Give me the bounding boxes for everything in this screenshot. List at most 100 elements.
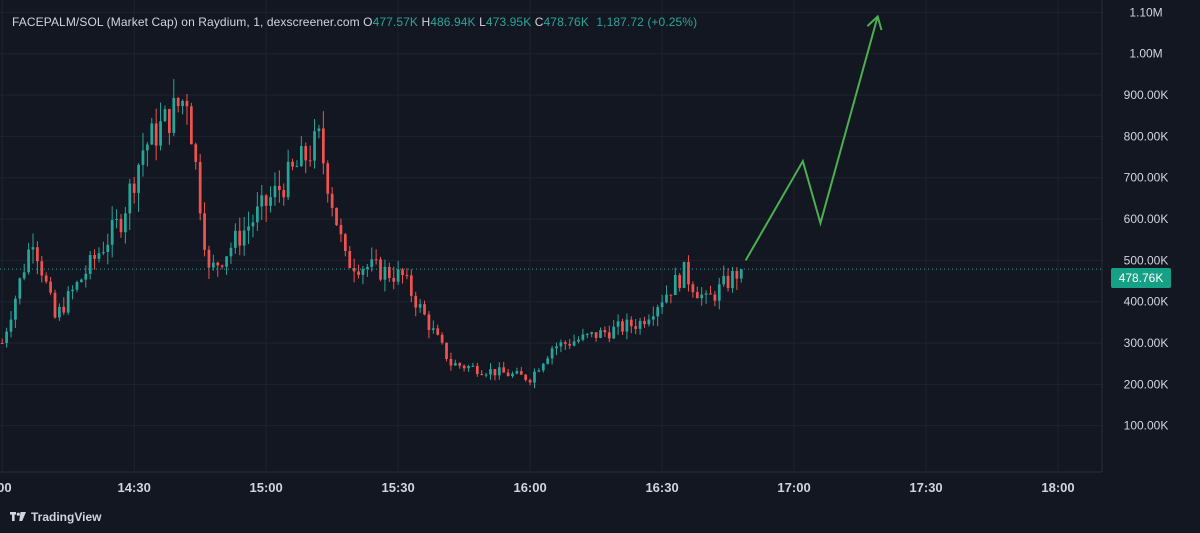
projection-line (744, 16, 879, 261)
candle-body (62, 306, 66, 313)
candle-body (493, 369, 497, 376)
candle-body (682, 261, 686, 288)
candle-body (102, 252, 105, 254)
candle-body (361, 268, 365, 275)
candle-body (159, 121, 162, 146)
candle-body (497, 367, 501, 376)
candle-body (233, 230, 237, 248)
candle-body (440, 334, 444, 343)
x-tick-label: 16:00 (513, 480, 546, 495)
axes: 100.00K 200.00K 300.00K 400.00K 500.00K 600.0… (0, 0, 1168, 495)
x-tick-label: 14:30 (118, 480, 151, 495)
candle-body (18, 278, 22, 299)
candle-body (502, 367, 506, 373)
candle-body (665, 294, 668, 303)
candle-body (44, 275, 48, 282)
candle-body (458, 363, 462, 366)
candle-body (660, 302, 664, 308)
candle-body (291, 161, 294, 167)
candle-body (471, 365, 475, 367)
projection-arrowhead (866, 14, 883, 31)
candle-body (603, 330, 607, 333)
candle-body (449, 358, 453, 366)
candles (0, 79, 743, 389)
candle-body (40, 261, 44, 276)
candle-body (106, 244, 110, 253)
candle-body (489, 369, 492, 375)
candle-body (643, 320, 646, 325)
overlays (0, 14, 1102, 270)
candle-body (185, 100, 189, 107)
candle-body (678, 275, 682, 288)
candle-body (352, 268, 356, 272)
candle-body (313, 131, 316, 161)
candle-body (691, 284, 695, 293)
candle-body (629, 319, 633, 327)
candle-body (673, 275, 677, 295)
candle-body (546, 358, 550, 364)
candle-body (176, 97, 180, 107)
candle-body (255, 206, 259, 223)
candle-body (277, 185, 281, 191)
candle-body (436, 328, 440, 335)
candle-body (128, 183, 132, 214)
y-tick-label: 900.00K (1124, 88, 1169, 102)
candle-body (58, 306, 61, 318)
candle-body (27, 249, 30, 273)
open-key: O (363, 15, 373, 29)
candle-body (717, 284, 721, 301)
candle-body (238, 230, 242, 246)
candle-body (709, 293, 712, 295)
x-tick-label: 18:00 (1041, 480, 1074, 495)
candle-body (524, 374, 528, 380)
candle-body (568, 343, 572, 346)
candle-body (700, 294, 704, 299)
high-value: 486.94K (430, 15, 476, 29)
candle-body (203, 213, 206, 250)
candle-body (137, 164, 140, 193)
candle-body (722, 275, 726, 285)
y-tick-label: 200.00K (1124, 377, 1169, 391)
x-tick-label: 16:30 (645, 480, 678, 495)
candle-body (31, 247, 35, 250)
candle-body (141, 150, 145, 165)
y-tick-label: 400.00K (1124, 295, 1169, 309)
candle-body (163, 109, 167, 122)
candle-body (308, 160, 312, 162)
candle-body (634, 326, 638, 329)
candle-body (704, 293, 708, 295)
candle-body (273, 185, 277, 198)
candle-body (625, 319, 629, 332)
y-tick-label: 1.10M (1129, 5, 1162, 19)
candle-body (423, 304, 426, 315)
candle-body (124, 213, 127, 233)
candle-body (251, 222, 255, 227)
candle-body (168, 109, 171, 133)
candle-body (414, 295, 418, 308)
last-price-label: 478.76K (1111, 268, 1171, 288)
candle-body (577, 339, 580, 342)
candle-body (418, 304, 422, 308)
candle-body (533, 371, 536, 383)
candle-body (154, 123, 158, 146)
candle-body (409, 275, 413, 296)
x-tick-label: 17:30 (909, 480, 942, 495)
candle-body (97, 253, 101, 259)
candle-body (726, 275, 730, 289)
candle-body (75, 282, 79, 290)
candle-body (550, 348, 554, 359)
candle-body (572, 341, 576, 346)
tradingview-logo[interactable]: TradingView (10, 510, 101, 524)
candle-body (607, 332, 611, 339)
candle-body (119, 218, 123, 233)
candle-body (14, 298, 17, 320)
candle-body (427, 314, 431, 330)
candle-body (453, 363, 457, 366)
candle-body (515, 371, 519, 374)
candle-body (383, 266, 387, 280)
x-tick-label: 15:30 (382, 480, 415, 495)
candle-body (695, 292, 699, 299)
candle-body (405, 275, 409, 277)
candle-body (401, 269, 404, 276)
